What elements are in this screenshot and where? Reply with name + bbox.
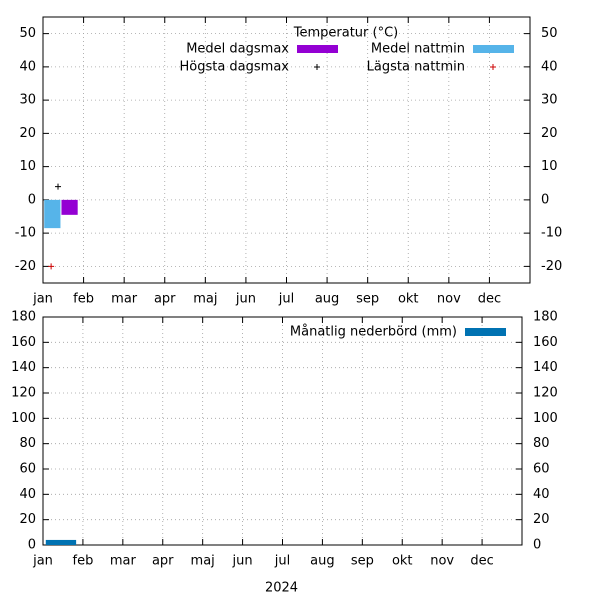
bar xyxy=(61,199,78,215)
x-tick-label: feb xyxy=(73,292,94,307)
y-tick-label: 50 xyxy=(19,26,36,41)
y-tick-label: -20 xyxy=(15,259,36,274)
x-tick-label: maj xyxy=(193,292,217,307)
y-tick-label: 120 xyxy=(11,386,36,401)
plot-frame xyxy=(42,316,523,546)
y2-tick-label: -20 xyxy=(541,259,562,274)
x-tick-label: aug xyxy=(315,292,339,307)
y2-tick-label: -10 xyxy=(541,226,562,241)
x-tick-label: feb xyxy=(73,554,94,569)
legend-label: Medel dagsmax xyxy=(186,42,289,57)
x-tick-label: apr xyxy=(152,554,174,569)
y2-tick-label: 20 xyxy=(541,126,558,141)
y2-tick-label: 120 xyxy=(533,386,558,401)
y-tick-label: 10 xyxy=(19,159,36,174)
plot-frame xyxy=(42,16,531,284)
y2-tick-label: 0 xyxy=(533,538,541,553)
y2-tick-label: 140 xyxy=(533,360,558,375)
y-tick-label: 100 xyxy=(11,411,36,426)
x-tick-label: maj xyxy=(191,554,215,569)
y-tick-label: 0 xyxy=(28,538,36,553)
y-tick-label: 80 xyxy=(19,436,36,451)
y-tick-label: 40 xyxy=(19,59,36,74)
y2-tick-label: 30 xyxy=(541,93,558,108)
x-tick-label: jan xyxy=(32,292,53,307)
point xyxy=(48,263,55,270)
x-tick-label: nov xyxy=(430,554,454,569)
y-tick-label: 160 xyxy=(11,335,36,350)
y2-tick-label: 10 xyxy=(541,159,558,174)
x-tick-label: sep xyxy=(356,292,379,307)
y2-tick-label: 0 xyxy=(541,192,549,207)
point xyxy=(55,183,62,190)
y-tick-label: 30 xyxy=(19,93,36,108)
y2-tick-label: 40 xyxy=(533,487,550,502)
y2-tick-label: 180 xyxy=(533,310,558,325)
x-tick-label: jul xyxy=(278,292,294,307)
x-tick-label: dec xyxy=(478,292,501,307)
x-axis-label: 2024 xyxy=(265,581,298,596)
x-tick-label: apr xyxy=(154,292,176,307)
x-tick-label: dec xyxy=(470,554,493,569)
legend-label: Lägsta nattmin xyxy=(367,60,465,75)
legend-marker xyxy=(490,64,496,70)
x-tick-label: jul xyxy=(274,554,290,569)
x-tick-label: jun xyxy=(232,554,253,569)
y-tick-label: 20 xyxy=(19,126,36,141)
legend-swatch xyxy=(297,45,338,53)
y-tick-label: -10 xyxy=(15,226,36,241)
y2-tick-label: 100 xyxy=(533,411,558,426)
x-tick-label: okt xyxy=(392,554,413,569)
legend-label: Månatlig nederbörd (mm) xyxy=(290,325,457,340)
x-tick-label: okt xyxy=(398,292,419,307)
legend-label: Högsta dagsmax xyxy=(179,60,289,75)
x-tick-label: nov xyxy=(437,292,461,307)
x-tick-label: mar xyxy=(111,292,138,307)
y-tick-label: 20 xyxy=(19,512,36,527)
y2-tick-label: 60 xyxy=(533,462,550,477)
x-tick-label: sep xyxy=(351,554,374,569)
y-tick-label: 40 xyxy=(19,487,36,502)
bar xyxy=(44,199,61,229)
x-tick-label: jan xyxy=(32,554,53,569)
y2-tick-label: 160 xyxy=(533,335,558,350)
legend-marker xyxy=(314,64,320,70)
x-tick-label: mar xyxy=(110,554,137,569)
y2-tick-label: 80 xyxy=(533,436,550,451)
y-tick-label: 0 xyxy=(28,192,36,207)
y2-tick-label: 20 xyxy=(533,512,550,527)
y-tick-label: 60 xyxy=(19,462,36,477)
legend-swatch xyxy=(473,45,514,53)
legend-title: Temperatur (°C) xyxy=(293,26,399,41)
y-tick-label: 140 xyxy=(11,360,36,375)
legend-label: Medel nattmin xyxy=(371,42,465,57)
bar xyxy=(45,539,77,545)
x-tick-label: aug xyxy=(310,554,334,569)
y-tick-label: 180 xyxy=(11,310,36,325)
legend-swatch xyxy=(465,328,506,336)
y2-tick-label: 50 xyxy=(541,26,558,41)
x-tick-label: jun xyxy=(235,292,256,307)
y2-tick-label: 40 xyxy=(541,59,558,74)
